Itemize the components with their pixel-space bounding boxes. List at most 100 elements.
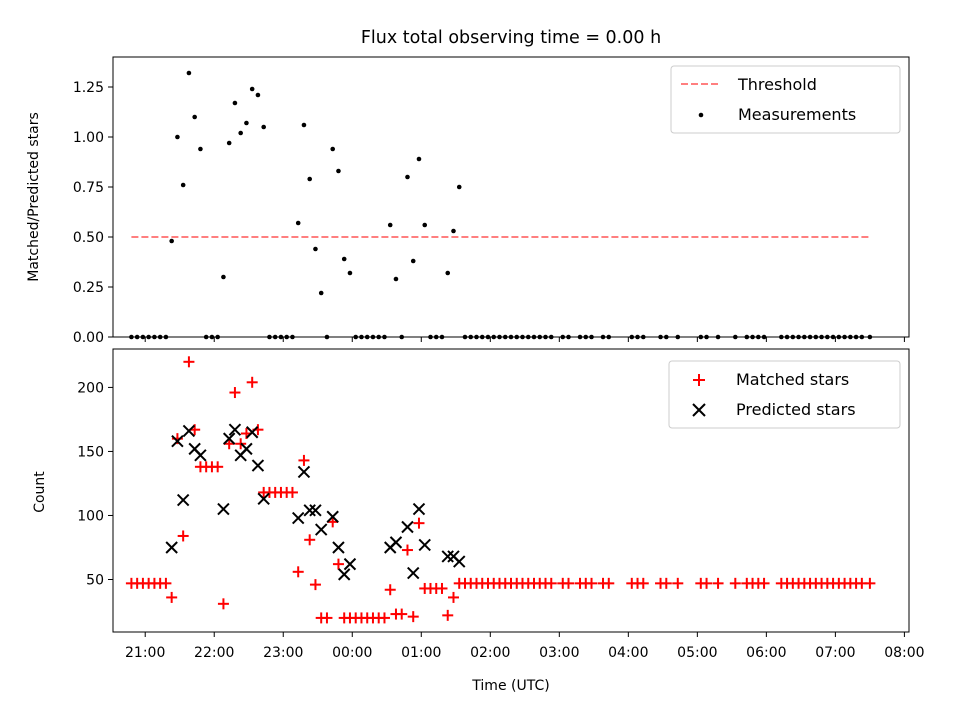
measurement-point <box>238 130 243 136</box>
top-y-tick-label: 0.00 <box>73 330 104 346</box>
predicted-point <box>314 523 328 536</box>
predicted-point <box>182 424 196 438</box>
bottom-y-tick-label: 50 <box>86 572 104 588</box>
bottom-y-ticks: 50 100 150 200 <box>77 380 113 588</box>
x-tick-label: 06:00 <box>746 645 786 661</box>
matched-point <box>384 584 396 596</box>
bottom-y-tick-label: 150 <box>77 444 104 460</box>
matched-point <box>758 577 770 589</box>
top-y-tick-label: 1.00 <box>73 130 104 146</box>
top-y-tick-label: 0.25 <box>73 280 104 296</box>
predicted-point <box>401 520 414 534</box>
matched-point <box>436 582 448 594</box>
x-tick-label: 02:00 <box>470 645 510 661</box>
matched-point <box>183 356 195 368</box>
measurement-point <box>301 122 307 128</box>
predicted-point <box>245 426 259 439</box>
bottom-y-tick-label: 100 <box>77 508 104 524</box>
predicted-point <box>291 511 305 525</box>
matched-point <box>864 577 876 589</box>
predicted-point <box>441 550 454 563</box>
predicted-point <box>251 459 265 472</box>
x-tick-label: 03:00 <box>539 645 579 661</box>
matched-point <box>292 566 304 578</box>
x-tick-label: 22:00 <box>194 645 234 661</box>
matched-point <box>603 577 615 589</box>
matched-point <box>407 611 419 623</box>
measurement-point <box>261 124 266 130</box>
measurement-point <box>416 156 422 162</box>
measurement-point <box>295 220 301 226</box>
predicted-point <box>343 557 357 571</box>
measurement-point <box>232 100 238 106</box>
predicted-point <box>309 504 322 517</box>
matched-point <box>332 558 344 570</box>
measurement-point <box>422 222 428 228</box>
matched-point <box>545 577 557 589</box>
measurement-point <box>307 176 312 182</box>
measurement-point <box>341 256 347 262</box>
top-legend: Threshold Measurements <box>670 65 901 134</box>
predicted-point <box>217 502 230 516</box>
ratio-panel: Flux total observing time = 0.00 h Match… <box>26 28 910 346</box>
legend-predicted-label: Predicted stars <box>736 400 856 419</box>
matched-point <box>177 530 189 542</box>
chart-title: Flux total observing time = 0.00 h <box>361 28 661 48</box>
predicted-point <box>338 568 351 581</box>
measurement-point <box>330 146 336 152</box>
matched-point <box>223 438 235 450</box>
matched-point <box>309 579 321 591</box>
predicted-point <box>194 449 207 462</box>
x-tick-label: 23:00 <box>263 645 303 661</box>
legend-predicted-swatch <box>692 403 706 417</box>
predicted-point <box>176 493 190 507</box>
matched-point <box>378 612 390 624</box>
predicted-point <box>453 555 466 568</box>
matched-point <box>413 517 425 529</box>
predicted-point <box>389 536 403 549</box>
predicted-point <box>240 442 253 456</box>
legend-matched-swatch <box>693 374 705 386</box>
matched-point <box>442 609 454 621</box>
matched-point <box>160 577 172 589</box>
matched-point <box>563 577 575 589</box>
predicted-point <box>332 541 345 554</box>
measurement-point <box>186 70 192 76</box>
measurement-point <box>318 290 324 296</box>
measurement-point <box>226 140 232 146</box>
measurement-point <box>405 174 410 180</box>
measurement-point <box>244 120 249 126</box>
top-y-tick-label: 0.75 <box>73 180 104 196</box>
matched-point <box>286 486 298 498</box>
matched-point <box>321 612 333 624</box>
matched-point <box>586 577 598 589</box>
matched-point <box>637 577 649 589</box>
legend-matched-label: Matched stars <box>736 370 849 389</box>
matched-point <box>447 591 459 603</box>
predicted-point <box>303 504 316 517</box>
top-y-ticks: 0.00 0.25 0.50 0.75 1.00 1.25 <box>73 80 113 346</box>
matched-point <box>298 454 310 466</box>
measurement-point <box>347 270 353 276</box>
measurement-point <box>313 246 318 252</box>
matched-point <box>701 577 713 589</box>
measurement-point <box>255 92 261 98</box>
x-axis-label: Time (UTC) <box>471 678 549 694</box>
measurement-point <box>393 276 399 282</box>
matched-point <box>672 577 684 589</box>
predicted-point <box>228 423 242 436</box>
matched-point <box>166 591 178 603</box>
predicted-point <box>412 502 426 516</box>
bottom-series-layer <box>125 356 876 624</box>
top-y-tick-label: 0.50 <box>73 230 104 246</box>
x-tick-label: 05:00 <box>677 645 717 661</box>
measurement-point <box>221 274 226 280</box>
measurement-point <box>336 168 341 174</box>
bottom-y-tick-label: 200 <box>77 380 104 396</box>
measurement-point <box>445 270 451 276</box>
matched-point <box>327 516 339 528</box>
predicted-point <box>297 465 311 479</box>
x-tick-label: 07:00 <box>815 645 855 661</box>
bottom-legend: Matched stars Predicted stars <box>668 360 901 429</box>
